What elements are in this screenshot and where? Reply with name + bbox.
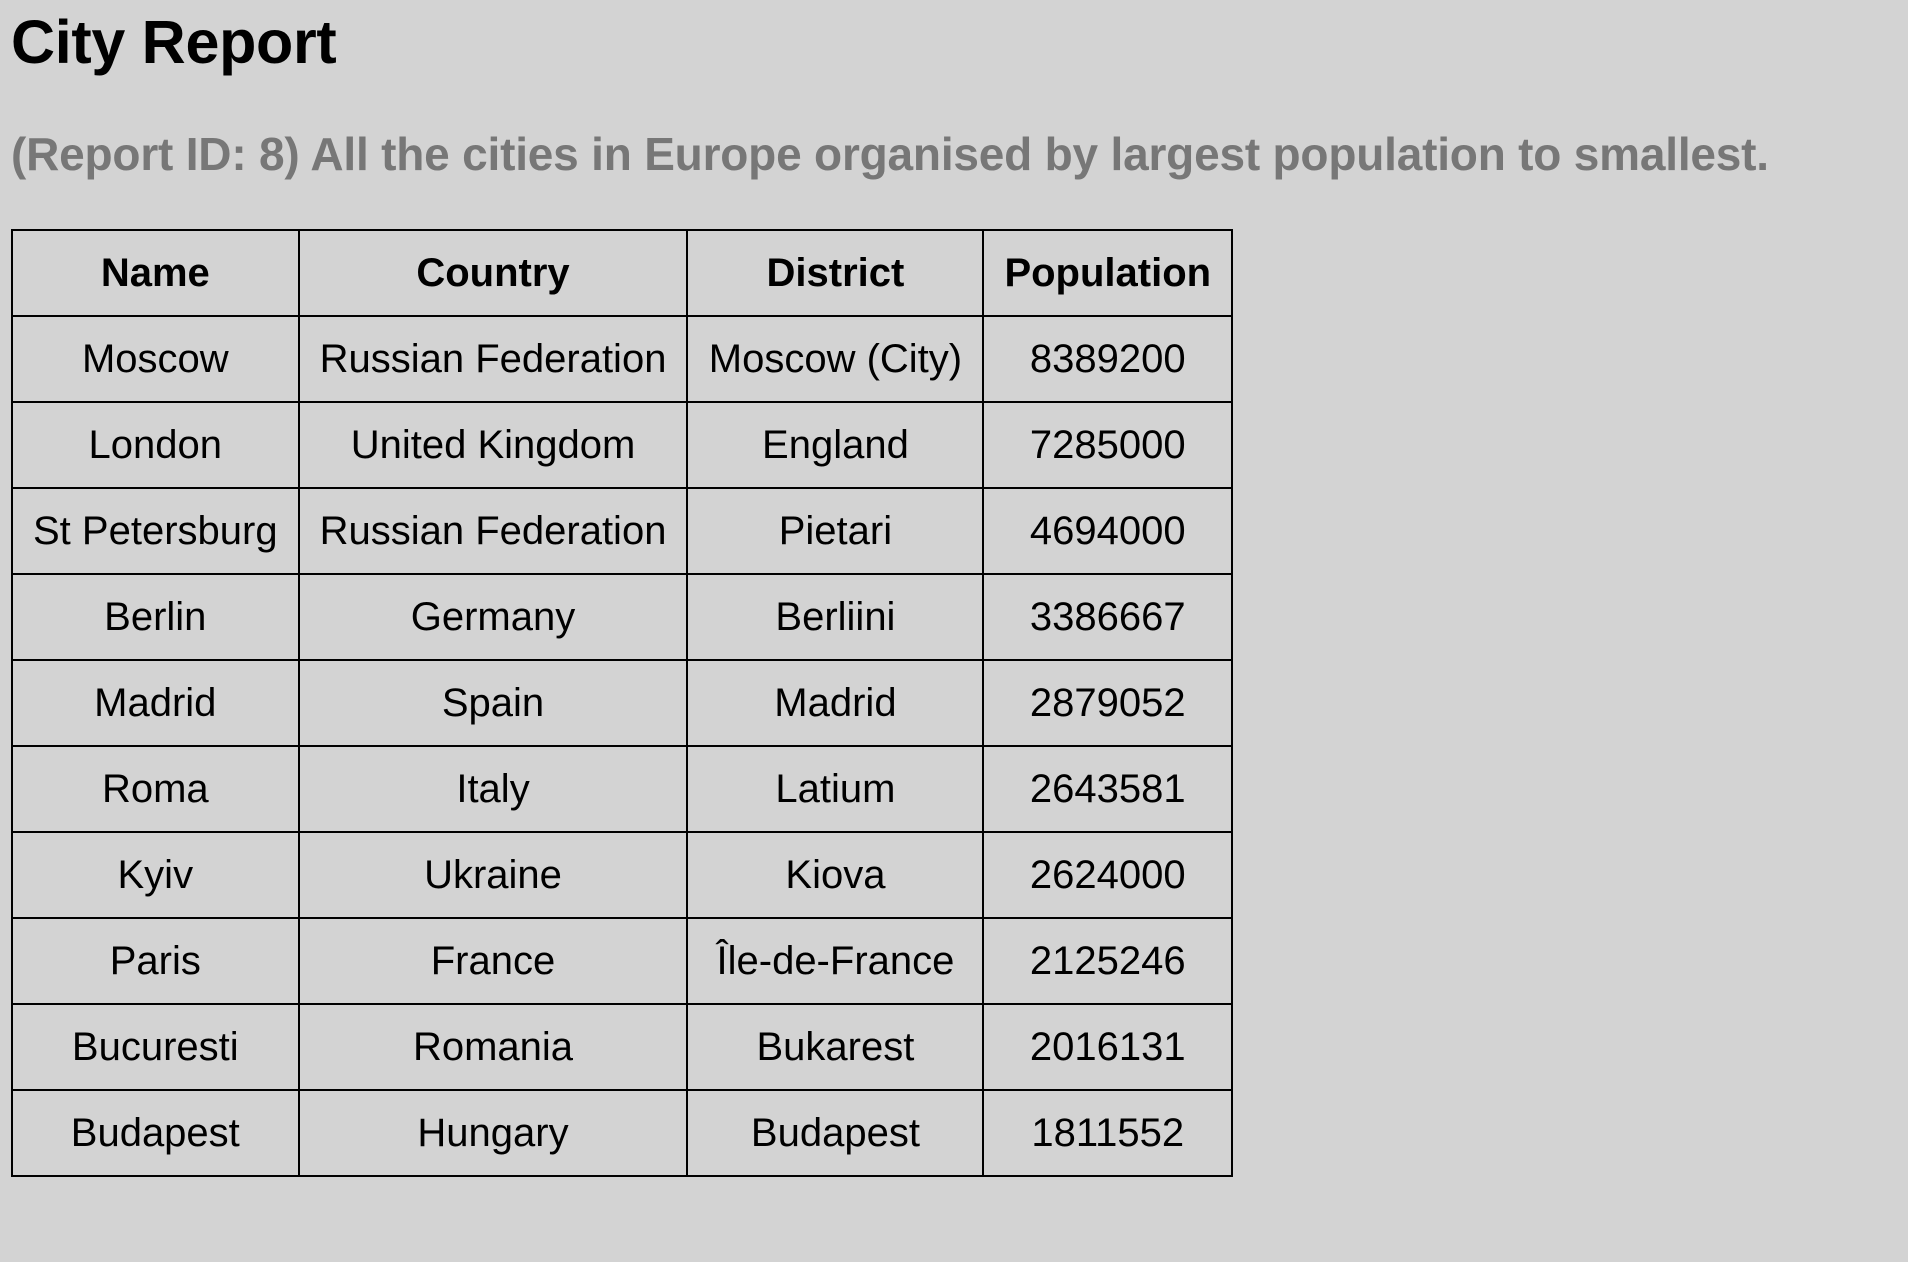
column-header-country: Country — [297, 229, 689, 317]
page-title: City Report — [11, 8, 337, 76]
column-header-population: Population — [982, 229, 1234, 317]
cell-country: United Kingdom — [297, 401, 689, 489]
table-row: Paris France Île-de-France 2125246 — [11, 917, 1234, 1005]
cell-country: Hungary — [297, 1089, 689, 1177]
cell-district: Île-de-France — [686, 917, 985, 1005]
cell-country: Spain — [297, 659, 689, 747]
cell-district: Pietari — [686, 487, 985, 575]
cell-name: Moscow — [11, 315, 300, 403]
table-row: Kyiv Ukraine Kiova 2624000 — [11, 831, 1234, 919]
cell-country: Russian Federation — [297, 315, 689, 403]
cell-country: Italy — [297, 745, 689, 833]
cell-name: Madrid — [11, 659, 300, 747]
cell-name: Roma — [11, 745, 300, 833]
cell-district: Madrid — [686, 659, 985, 747]
report-page: City Report (Report ID: 8) All the citie… — [11, 8, 1769, 1177]
table-row: Berlin Germany Berliini 3386667 — [11, 573, 1234, 661]
report-description: (Report ID: 8) All the cities in Europe … — [11, 128, 1769, 180]
cell-population: 2643581 — [982, 745, 1234, 833]
cell-name: St Petersburg — [11, 487, 300, 575]
cell-population: 4694000 — [982, 487, 1234, 575]
cell-district: England — [686, 401, 985, 489]
cell-district: Berliini — [686, 573, 985, 661]
cell-name: London — [11, 401, 300, 489]
cell-country: Romania — [297, 1003, 689, 1091]
cell-country: Ukraine — [297, 831, 689, 919]
cell-population: 2624000 — [982, 831, 1234, 919]
table-row: Moscow Russian Federation Moscow (City) … — [11, 315, 1234, 403]
cell-population: 8389200 — [982, 315, 1234, 403]
cell-district: Bukarest — [686, 1003, 985, 1091]
cell-name: Budapest — [11, 1089, 300, 1177]
column-header-district: District — [686, 229, 985, 317]
cell-district: Kiova — [686, 831, 985, 919]
table-row: Budapest Hungary Budapest 1811552 — [11, 1089, 1234, 1177]
cell-population: 2016131 — [982, 1003, 1234, 1091]
table-row: St Petersburg Russian Federation Pietari… — [11, 487, 1234, 575]
cell-district: Budapest — [686, 1089, 985, 1177]
table-row: London United Kingdom England 7285000 — [11, 401, 1234, 489]
cell-name: Paris — [11, 917, 300, 1005]
cell-population: 7285000 — [982, 401, 1234, 489]
cell-country: Russian Federation — [297, 487, 689, 575]
cell-country: Germany — [297, 573, 689, 661]
cell-population: 3386667 — [982, 573, 1234, 661]
cell-name: Kyiv — [11, 831, 300, 919]
cell-population: 1811552 — [982, 1089, 1234, 1177]
cell-district: Moscow (City) — [686, 315, 985, 403]
column-header-name: Name — [11, 229, 300, 317]
cell-name: Berlin — [11, 573, 300, 661]
cell-name: Bucuresti — [11, 1003, 300, 1091]
table-row: Bucuresti Romania Bukarest 2016131 — [11, 1003, 1234, 1091]
cell-population: 2879052 — [982, 659, 1234, 747]
table-row: Madrid Spain Madrid 2879052 — [11, 659, 1234, 747]
table-header: Name Country District Population — [11, 229, 1234, 317]
cell-population: 2125246 — [982, 917, 1234, 1005]
city-table: Name Country District Population Moscow … — [11, 229, 1234, 1177]
table-body: Moscow Russian Federation Moscow (City) … — [11, 315, 1234, 1177]
cell-district: Latium — [686, 745, 985, 833]
table-header-row: Name Country District Population — [11, 229, 1234, 317]
cell-country: France — [297, 917, 689, 1005]
table-row: Roma Italy Latium 2643581 — [11, 745, 1234, 833]
